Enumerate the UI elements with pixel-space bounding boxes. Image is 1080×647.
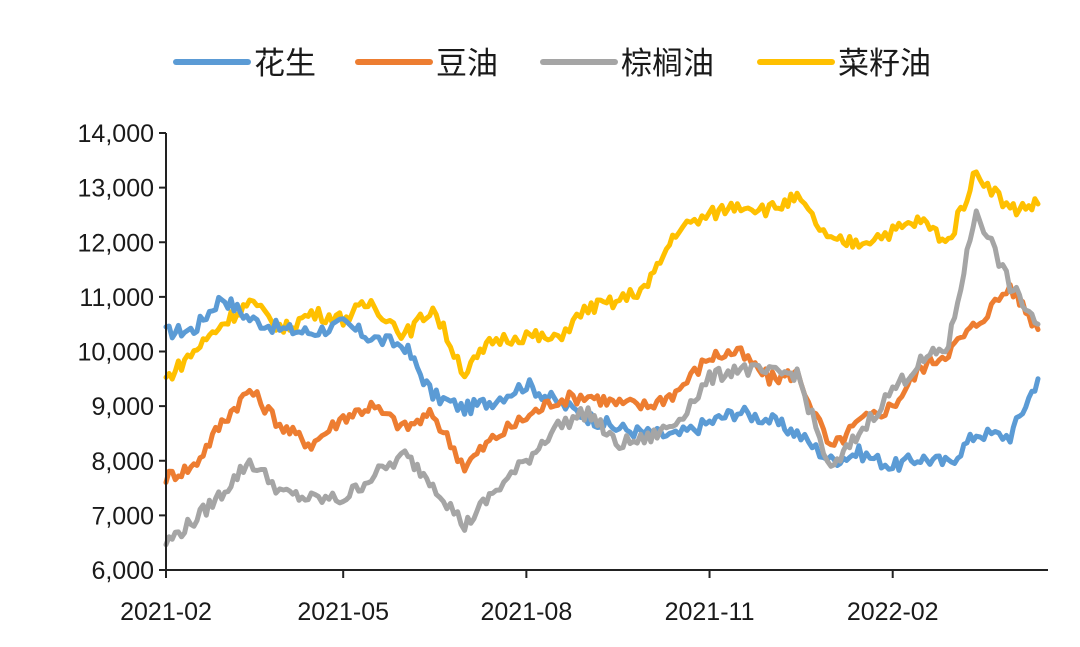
y-tick-label: 13,000 bbox=[78, 175, 154, 203]
legend: 花生 豆油 棕榈油 菜籽油 bbox=[173, 46, 931, 82]
x-tick-label: 2021-11 bbox=[665, 598, 755, 626]
x-tick-label: 2022-02 bbox=[847, 598, 939, 626]
x-ticks: 2021-02 2021-05 2021-08 2021-11 2022-02 bbox=[120, 570, 939, 626]
y-tick-label: 11,000 bbox=[79, 284, 154, 312]
series-line-2 bbox=[163, 208, 1041, 548]
series-line-3 bbox=[163, 169, 1041, 382]
x-tick-label: 2021-05 bbox=[297, 598, 389, 626]
series-line-1 bbox=[163, 282, 1041, 485]
y-ticks: 6,000 7,000 8,000 9,000 10,000 11,000 12,000 13… bbox=[78, 120, 166, 585]
x-tick-label: 2021-02 bbox=[120, 598, 212, 626]
axes bbox=[165, 133, 1048, 571]
y-tick-label: 12,000 bbox=[78, 229, 154, 257]
y-tick-label: 14,000 bbox=[78, 120, 154, 148]
y-tick-label: 8,000 bbox=[91, 448, 154, 476]
series-layer bbox=[163, 169, 1041, 548]
y-tick-label: 6,000 bbox=[91, 557, 154, 585]
legend-label: 棕榈油 bbox=[621, 46, 714, 82]
y-tick-label: 9,000 bbox=[91, 393, 154, 421]
legend-label: 菜籽油 bbox=[838, 46, 931, 82]
y-tick-label: 10,000 bbox=[78, 339, 154, 367]
legend-label: 花生 bbox=[254, 46, 316, 82]
y-tick-label: 7,000 bbox=[91, 502, 154, 530]
legend-label: 豆油 bbox=[436, 46, 498, 82]
x-tick-label: 2021-08 bbox=[480, 598, 572, 626]
